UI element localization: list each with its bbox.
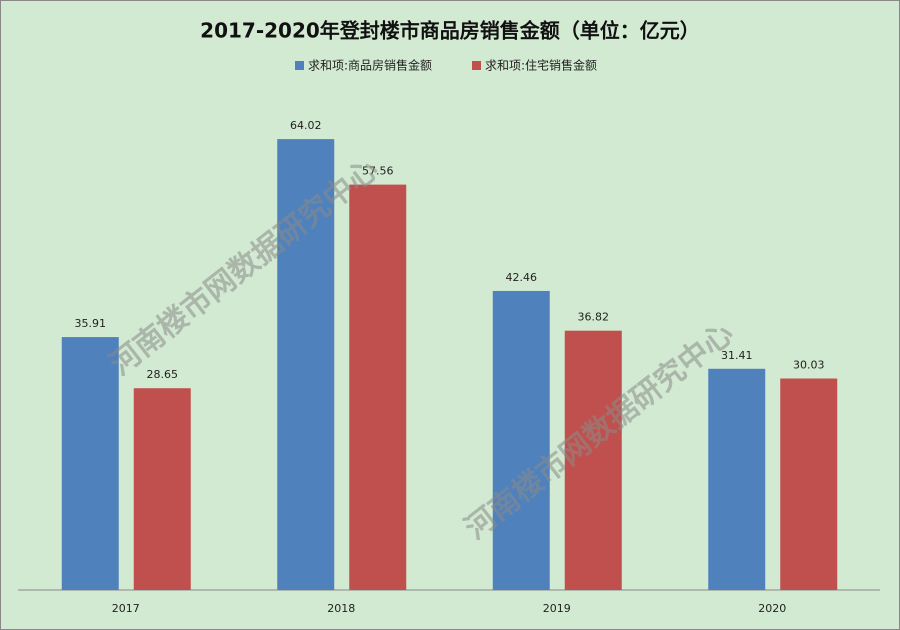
x-tick-label: 2020	[758, 602, 786, 615]
value-label: 35.91	[75, 317, 107, 330]
value-label: 28.65	[147, 368, 179, 381]
x-tick-label: 2017	[112, 602, 140, 615]
legend-label: 求和项:商品房销售金额	[308, 58, 432, 73]
value-label: 57.56	[362, 165, 394, 178]
value-label: 42.46	[506, 271, 538, 284]
bar	[349, 184, 407, 590]
x-tick-label: 2018	[327, 602, 355, 615]
value-label: 30.03	[793, 359, 825, 372]
bar	[133, 388, 191, 590]
bar	[492, 290, 550, 590]
legend-swatch	[472, 61, 481, 70]
bar	[708, 368, 766, 590]
value-label: 64.02	[290, 119, 322, 132]
legend-label: 求和项:住宅销售金额	[485, 58, 597, 73]
plot-area: 求和项:商品房销售金额 求和项:住宅销售金额 2017 35.91 28.65 2018 6…	[18, 58, 880, 615]
value-label: 31.41	[721, 349, 753, 362]
bar	[564, 330, 622, 590]
x-tick-label: 2019	[543, 602, 571, 615]
bar	[277, 139, 335, 591]
bar	[61, 337, 119, 590]
bar	[780, 378, 838, 590]
legend-swatch	[295, 61, 304, 70]
value-label: 36.82	[578, 311, 610, 324]
chart-title: 2017-2020年登封楼市商品房销售金额（单位：亿元）	[200, 19, 700, 43]
